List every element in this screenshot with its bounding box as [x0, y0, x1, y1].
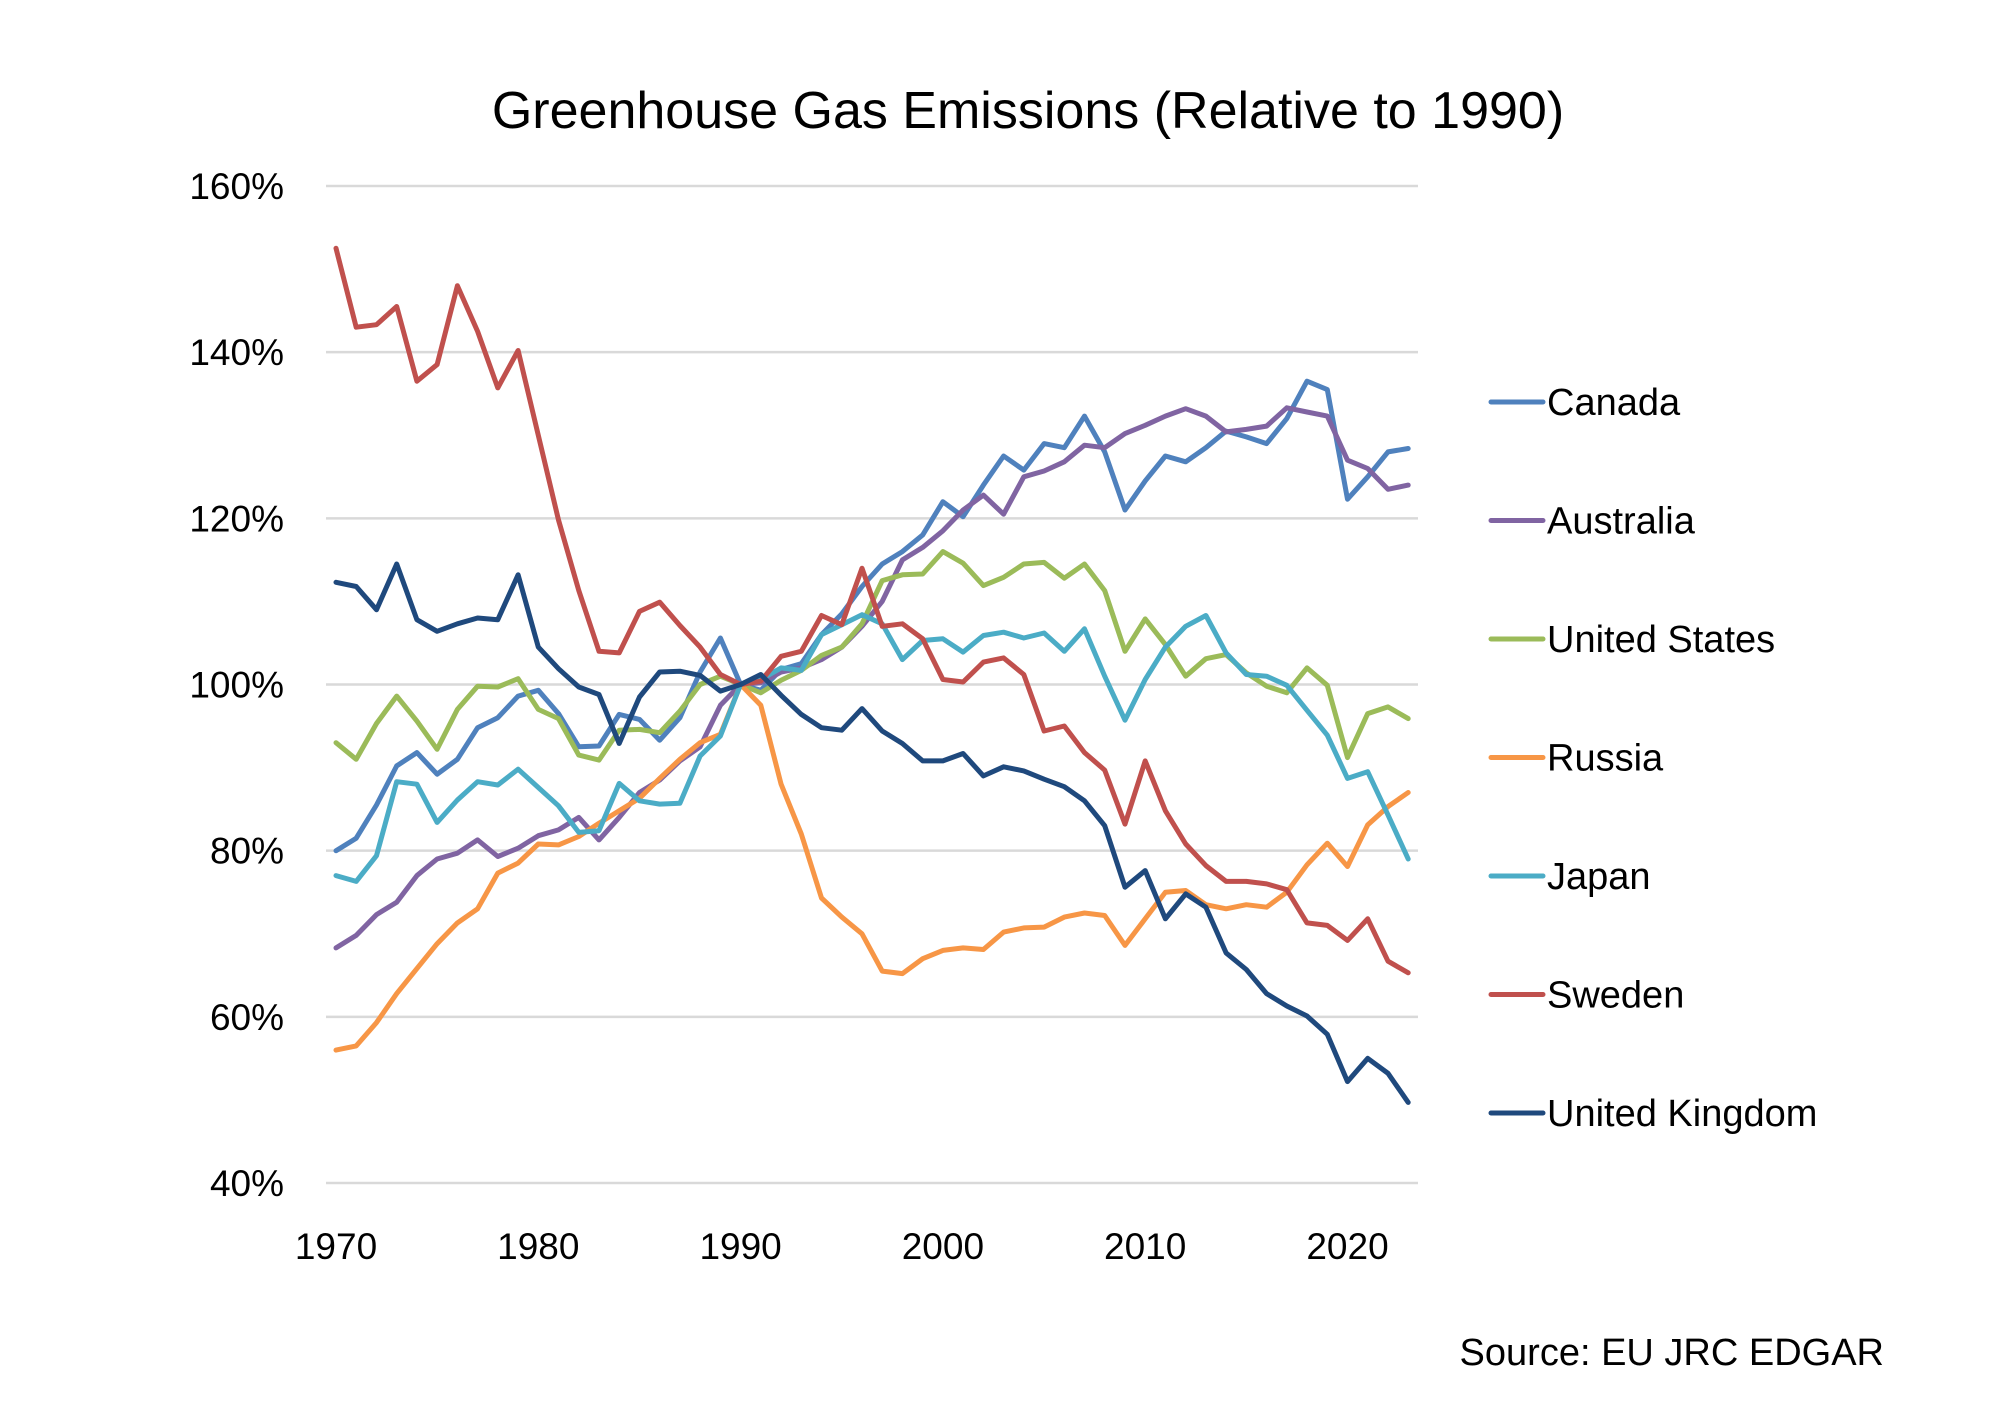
y-tick-label: 140%	[189, 332, 284, 373]
series-line-japan	[333, 612, 1411, 884]
x-tick-label: 1980	[497, 1226, 579, 1267]
legend-item-canada: Canada	[1488, 382, 1681, 424]
legend: Canada Australia United States Russia Japan S…	[1488, 382, 1817, 1135]
x-tick-label: 1970	[295, 1226, 377, 1267]
legend-label: Russia	[1547, 738, 1664, 780]
legend-label: Australia	[1547, 501, 1696, 543]
x-tick-label: 1990	[699, 1226, 781, 1267]
x-tick-label: 2010	[1104, 1226, 1186, 1267]
y-tick-label: 100%	[189, 665, 284, 706]
legend-item-japan: Japan	[1488, 856, 1651, 898]
legend-label: Japan	[1547, 856, 1651, 898]
source-note: Source: EU JRC EDGAR	[1460, 1332, 1884, 1374]
legend-item-united-kingdom: United Kingdom	[1488, 1093, 1817, 1135]
legend-item-sweden: Sweden	[1488, 975, 1684, 1017]
y-tick-label: 160%	[189, 166, 284, 207]
legend-label: United States	[1547, 619, 1775, 661]
series-lines	[333, 245, 1411, 1105]
series-line-australia	[333, 405, 1411, 951]
y-tick-label: 120%	[189, 498, 284, 539]
legend-item-russia: Russia	[1488, 738, 1664, 780]
y-tick-label: 80%	[210, 831, 284, 872]
series-line-united-kingdom	[333, 561, 1411, 1105]
series-line-sweden	[333, 245, 1411, 976]
legend-item-australia: Australia	[1488, 501, 1696, 543]
legend-label: Sweden	[1547, 975, 1684, 1017]
chart-title: Greenhouse Gas Emissions (Relative to 19…	[492, 82, 1564, 140]
x-axis: 1970 1980 1990 2000 2010 2020	[295, 1226, 1389, 1267]
y-tick-label: 60%	[210, 997, 284, 1038]
x-tick-label: 2000	[902, 1226, 984, 1267]
x-tick-label: 2020	[1306, 1226, 1388, 1267]
y-tick-label: 40%	[210, 1163, 284, 1204]
series-line-russia	[333, 682, 1411, 1053]
legend-label: United Kingdom	[1547, 1093, 1817, 1135]
legend-label: Canada	[1547, 382, 1681, 424]
y-axis: 40% 60% 80% 100% 120% 140% 160%	[189, 166, 284, 1204]
legend-item-united-states: United States	[1488, 619, 1775, 661]
series-line-united-states	[333, 549, 1411, 763]
